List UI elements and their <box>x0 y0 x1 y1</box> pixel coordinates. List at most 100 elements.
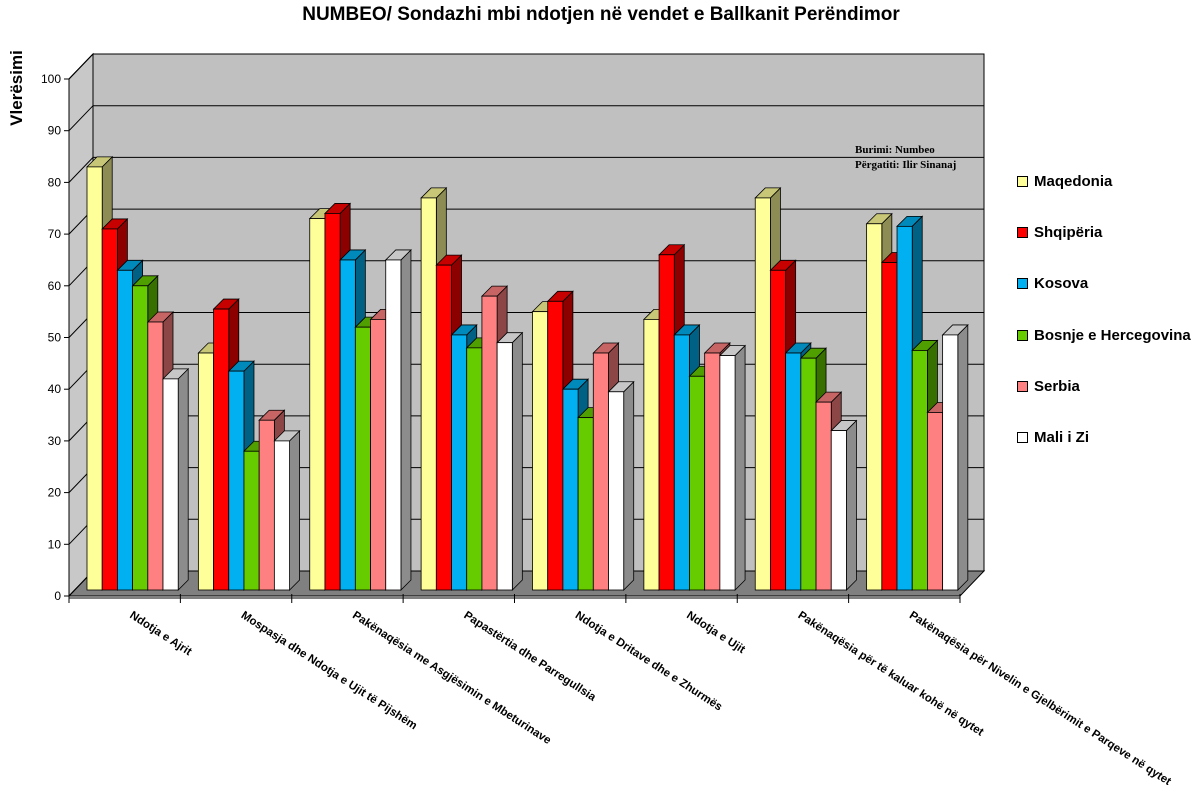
legend-item: Maqedonia <box>1017 156 1202 207</box>
y-tick-label: 20 <box>48 486 62 500</box>
x-axis: Ndotja e Ajrit Mospasja dhe Ndotja e Ujit… <box>68 594 1173 785</box>
bar-front <box>197 352 214 591</box>
bars <box>86 155 969 591</box>
bar-front <box>770 269 787 591</box>
y-tick-label: 100 <box>41 72 61 86</box>
x-tick-label: Pakënaqësia me Asgjësimin e Mbeturinave <box>350 609 553 747</box>
bar <box>830 419 858 591</box>
bar <box>941 323 969 591</box>
bar-front <box>927 412 944 591</box>
bar-front <box>815 401 832 591</box>
bar-front <box>608 391 625 591</box>
bar-front <box>704 352 721 591</box>
gridline <box>68 53 984 80</box>
annotation-source: Burimi: Numbeo <box>855 144 935 156</box>
bar-front <box>643 319 660 591</box>
bar <box>496 331 524 591</box>
y-tick-label: 10 <box>48 537 62 551</box>
bar <box>162 367 190 591</box>
bar <box>384 248 412 591</box>
bar-side <box>957 323 969 591</box>
y-tick-label: 60 <box>48 279 62 293</box>
legend-item: Shqipëria <box>1017 207 1202 258</box>
bar-side <box>511 331 523 591</box>
bar-front <box>243 450 260 591</box>
bar-front <box>420 197 437 591</box>
legend-label: Shqipëria <box>1034 224 1103 242</box>
bar-front <box>785 352 802 591</box>
bar-side <box>289 429 300 591</box>
y-tick-label: 90 <box>48 124 62 138</box>
bar-front <box>942 334 959 591</box>
bar-side <box>846 419 857 591</box>
bar-front <box>754 197 771 591</box>
bar-front <box>466 347 483 591</box>
gridline <box>68 156 984 183</box>
gridline <box>68 105 984 132</box>
bar-side <box>623 380 635 591</box>
bar-side <box>177 367 189 591</box>
bar-front <box>577 417 594 591</box>
bar-front <box>273 440 290 591</box>
legend-label: Serbia <box>1034 377 1080 395</box>
bar-front <box>147 321 164 591</box>
legend-swatch <box>1017 329 1028 341</box>
legend: Maqedonia Shqipëria Kosova Bosnje e Hercego… <box>1017 156 1202 463</box>
legend-item: Kosova <box>1017 258 1202 309</box>
bar-front <box>324 213 341 591</box>
bar-front <box>800 357 817 591</box>
bar <box>607 380 635 591</box>
bar-front <box>547 300 564 591</box>
bar-front <box>309 218 326 591</box>
bar-front <box>451 334 468 591</box>
bar <box>718 344 747 591</box>
bar-side <box>734 344 746 591</box>
x-tick-label: Pakënaqësia për të kaluar kohë në qytet <box>796 609 986 738</box>
bar-front <box>385 259 402 591</box>
x-tick-label: Ndotja e Ajrit <box>127 609 193 658</box>
y-tick-label: 80 <box>48 175 62 189</box>
y-axis-label: Vlerësimi <box>7 50 26 126</box>
bar-front <box>481 295 498 591</box>
bar-front <box>132 285 149 591</box>
bar-front <box>689 375 706 591</box>
y-tick-label: 50 <box>48 331 62 345</box>
chart-title: NUMBEO/ Sondazhi mbi ndotjen në vendet e… <box>302 4 900 25</box>
bar-front <box>258 419 275 591</box>
y-axis: 0 10 20 30 40 50 60 70 80 90 100 <box>41 72 70 603</box>
bar-front <box>101 228 118 591</box>
x-tick-label: Pakënaqësia për Nivelin e Gjelbërimit e … <box>907 609 1173 785</box>
annotation-author: Përgatiti: Ilir Sinanaj <box>855 159 957 171</box>
legend-swatch <box>1017 227 1028 239</box>
legend-swatch <box>1017 432 1028 444</box>
bar <box>273 429 301 591</box>
bar-front <box>911 350 928 591</box>
bar-front <box>592 352 609 591</box>
legend-label: Maqedonia <box>1034 173 1113 191</box>
legend-item: Mali i Zi <box>1017 412 1202 463</box>
source-annotation: Burimi: Numbeo Përgatiti: Ilir Sinanaj <box>855 143 956 173</box>
bar-front <box>866 223 883 591</box>
y-tick-label: 0 <box>54 589 61 603</box>
bar-front <box>117 269 134 591</box>
bar-front <box>86 166 103 591</box>
bar-side <box>400 248 412 591</box>
legend-swatch <box>1017 278 1028 290</box>
legend-label: Kosova <box>1034 275 1089 293</box>
x-tick-label: Ndotja e Ujit <box>684 609 747 656</box>
legend-swatch <box>1017 176 1028 188</box>
bar-front <box>896 225 913 591</box>
bar-front <box>658 254 675 591</box>
legend-label: Bosnje e Hercegovina <box>1034 326 1191 344</box>
y-tick-label: 70 <box>48 227 62 241</box>
bar-front <box>881 262 898 591</box>
bar-front <box>830 430 847 591</box>
bar-front <box>354 326 371 591</box>
legend-label: Mali i Zi <box>1034 429 1090 447</box>
legend-swatch <box>1017 380 1028 392</box>
bar-front <box>532 311 549 591</box>
y-tick-label: 30 <box>48 434 62 448</box>
bar-front <box>719 355 736 591</box>
bar-front <box>213 308 230 591</box>
